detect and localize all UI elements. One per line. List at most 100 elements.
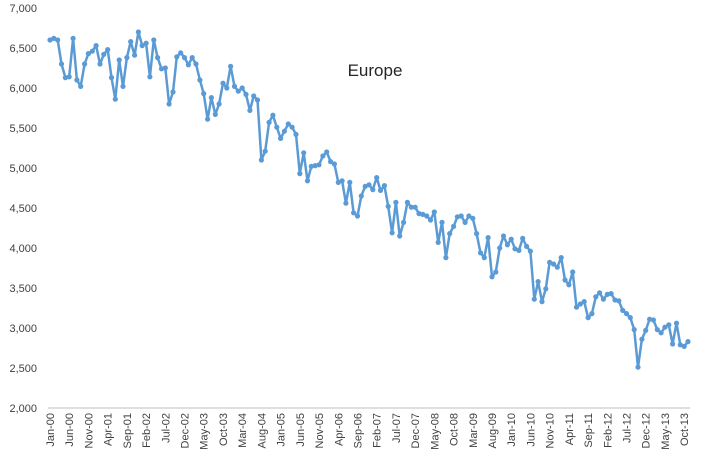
data-point — [500, 233, 507, 239]
y-tick-label: 2,500 — [9, 363, 37, 375]
x-tick-label: Oct-03 — [218, 413, 230, 446]
data-point — [239, 85, 245, 91]
data-point — [258, 157, 264, 163]
data-point — [547, 259, 553, 265]
data-point — [658, 330, 664, 336]
data-point — [162, 65, 168, 71]
data-point — [124, 55, 130, 61]
data-point — [155, 55, 161, 61]
data-point — [443, 255, 449, 261]
data-point — [120, 83, 126, 89]
x-tick-label: Apr-11 — [564, 413, 576, 445]
data-point — [489, 274, 495, 280]
data-point — [197, 77, 203, 83]
data-point — [304, 178, 311, 184]
data-point — [581, 299, 587, 305]
data-point — [116, 57, 122, 63]
data-point — [251, 93, 257, 99]
data-point — [320, 153, 326, 159]
data-point — [78, 83, 84, 89]
data-point — [128, 39, 134, 45]
data-point — [374, 175, 380, 181]
y-tick-label: 6,000 — [9, 83, 37, 95]
y-tick-label: 5,500 — [9, 123, 37, 135]
data-point — [524, 243, 530, 249]
data-point — [466, 213, 472, 219]
x-tick-label: May-03 — [199, 413, 211, 450]
x-tick-label: Feb-02 — [141, 413, 153, 448]
y-tick-label: 7,000 — [9, 3, 37, 15]
data-point — [208, 95, 214, 101]
data-point — [101, 51, 107, 58]
data-point — [620, 307, 626, 313]
data-point — [339, 178, 345, 184]
data-point — [458, 213, 464, 219]
data-point — [608, 291, 614, 297]
data-point — [420, 211, 426, 217]
data-point — [404, 199, 410, 205]
data-point — [51, 35, 57, 42]
data-point — [623, 311, 630, 317]
data-point — [677, 342, 683, 348]
data-point — [66, 74, 72, 80]
x-tick-label: Aug-04 — [256, 413, 268, 448]
x-tick-label: Mar-09 — [468, 413, 480, 448]
x-tick-label: May-13 — [660, 413, 672, 450]
data-point — [351, 210, 357, 216]
x-tick-label: Jun-00 — [64, 413, 76, 447]
data-point — [504, 242, 510, 248]
data-point — [85, 51, 91, 57]
data-point — [216, 101, 222, 107]
data-point — [570, 269, 576, 275]
data-point — [654, 327, 660, 333]
data-point — [431, 209, 437, 215]
data-point — [577, 301, 584, 307]
data-point — [70, 35, 76, 42]
data-point — [220, 80, 226, 86]
x-tick-label: Jun-05 — [295, 413, 307, 447]
data-point — [331, 161, 337, 167]
y-tick-label: 3,000 — [9, 323, 37, 335]
data-point — [201, 91, 207, 97]
y-tick-label: 6,500 — [9, 43, 37, 55]
data-point — [573, 304, 580, 310]
data-point — [193, 61, 199, 67]
data-point — [550, 261, 557, 267]
data-point — [247, 107, 253, 113]
data-point — [474, 231, 480, 237]
data-point — [93, 43, 99, 49]
data-point — [670, 341, 676, 347]
data-point — [412, 204, 418, 210]
data-point — [181, 55, 188, 61]
data-point — [527, 248, 534, 254]
x-tick-label: Mar-04 — [237, 413, 249, 448]
data-point — [451, 223, 457, 229]
data-point — [347, 179, 353, 185]
data-point — [639, 336, 645, 342]
data-point — [105, 47, 111, 53]
data-point — [151, 37, 157, 43]
data-point — [681, 343, 687, 349]
x-tick-label: Aug-09 — [487, 413, 499, 448]
data-point — [235, 88, 241, 94]
data-point — [231, 83, 238, 89]
data-point — [270, 112, 276, 118]
data-point — [266, 119, 272, 125]
data-point — [370, 187, 376, 193]
data-point — [535, 279, 541, 285]
data-point — [166, 101, 172, 107]
data-point — [301, 150, 307, 156]
data-point — [512, 246, 518, 252]
x-tick-label: Jan-10 — [506, 413, 518, 447]
data-point — [89, 48, 95, 54]
x-tick-label: Jul-07 — [391, 413, 403, 443]
x-tick-label: Feb-07 — [372, 413, 384, 448]
data-point — [477, 250, 484, 256]
data-point — [439, 219, 445, 225]
data-point — [673, 320, 680, 326]
data-point — [178, 50, 184, 56]
data-point — [485, 235, 491, 241]
data-point — [316, 162, 322, 168]
x-tick-label: Sep-06 — [352, 413, 364, 448]
data-point — [377, 187, 384, 193]
